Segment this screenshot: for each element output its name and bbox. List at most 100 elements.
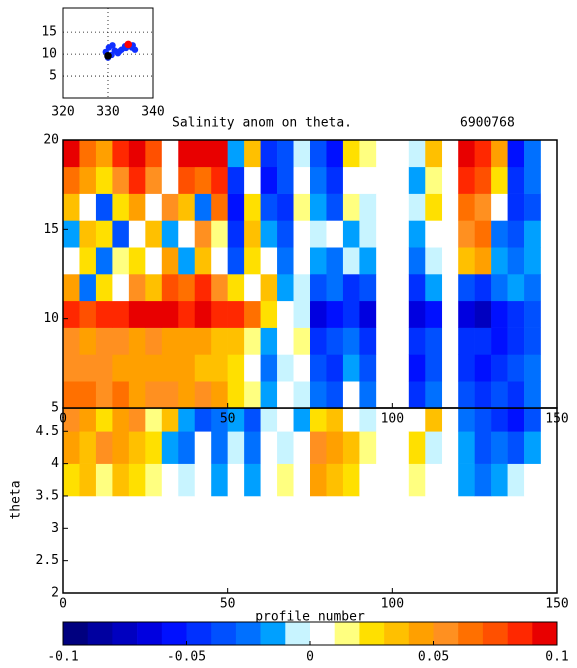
cell xyxy=(524,381,541,408)
cell xyxy=(244,463,261,497)
cell xyxy=(79,274,97,302)
cell xyxy=(145,327,163,355)
cell xyxy=(211,274,228,302)
cell xyxy=(293,463,311,497)
cell xyxy=(408,408,426,432)
colorbar-cell xyxy=(507,622,533,645)
cell xyxy=(260,220,278,248)
cell xyxy=(293,327,311,355)
cell xyxy=(507,354,525,382)
cell xyxy=(112,140,130,168)
cell xyxy=(425,463,443,497)
y-tick-label: 2 xyxy=(51,586,59,601)
cell xyxy=(277,300,294,328)
cell xyxy=(211,327,228,355)
cell xyxy=(458,381,475,408)
cell xyxy=(359,431,377,464)
cell xyxy=(293,431,311,464)
cell xyxy=(491,140,508,168)
cell xyxy=(342,327,360,355)
cell xyxy=(342,140,360,168)
x-tick-label: 50 xyxy=(220,597,236,612)
cell xyxy=(326,354,344,382)
colorbar-cell xyxy=(482,622,508,645)
cell xyxy=(524,300,541,328)
cell xyxy=(260,463,278,497)
cell xyxy=(260,274,278,302)
cell xyxy=(161,247,179,275)
cell xyxy=(277,327,294,355)
cell xyxy=(178,193,196,221)
cell xyxy=(112,463,130,497)
cell xyxy=(63,220,80,248)
cell xyxy=(260,431,278,464)
cell xyxy=(79,140,97,168)
cell xyxy=(359,220,377,248)
cell xyxy=(474,193,492,221)
cell xyxy=(227,166,245,194)
cell xyxy=(326,381,344,408)
cell xyxy=(507,166,525,194)
colorbar-cell xyxy=(310,622,335,645)
x-tick-label: 0 xyxy=(59,412,67,427)
cell xyxy=(79,300,97,328)
cell xyxy=(95,408,113,432)
cell xyxy=(293,193,311,221)
cell xyxy=(79,220,97,248)
axes-frame xyxy=(62,139,558,409)
cell xyxy=(277,381,294,408)
cell xyxy=(161,431,179,464)
x-tick-label: 100 xyxy=(381,412,404,427)
cell xyxy=(112,166,130,194)
cell xyxy=(194,381,212,408)
cell xyxy=(326,220,344,248)
cell xyxy=(408,300,426,328)
field xyxy=(63,140,541,408)
cell xyxy=(178,463,196,497)
cell xyxy=(524,140,541,168)
cell xyxy=(244,408,261,432)
cell xyxy=(244,381,261,408)
cell xyxy=(178,354,196,382)
x-tick-label: 100 xyxy=(381,597,404,612)
cell xyxy=(145,354,163,382)
cell xyxy=(211,381,228,408)
cell xyxy=(342,300,360,328)
cell xyxy=(507,381,525,408)
cell xyxy=(161,354,179,382)
cell xyxy=(507,220,525,248)
cell xyxy=(458,327,475,355)
cell xyxy=(408,193,426,221)
cell xyxy=(408,354,426,382)
cell xyxy=(310,381,327,408)
cell xyxy=(342,166,360,194)
cell xyxy=(342,431,360,464)
cell xyxy=(359,300,377,328)
colorbar-cell xyxy=(334,622,360,645)
cell xyxy=(178,431,196,464)
colorbar-cell xyxy=(63,622,88,645)
cell xyxy=(161,327,179,355)
cell xyxy=(310,300,327,328)
cell xyxy=(227,300,245,328)
y-tick-label: 3.5 xyxy=(36,488,59,503)
cell xyxy=(359,381,377,408)
y-tick-label: 2.5 xyxy=(36,553,59,568)
cell xyxy=(408,381,426,408)
colorbar-cell xyxy=(384,622,410,645)
colorbar-cell xyxy=(161,622,187,645)
cell xyxy=(524,166,541,194)
cell xyxy=(458,247,475,275)
cell xyxy=(359,408,377,432)
cell xyxy=(277,463,294,497)
cell xyxy=(112,247,130,275)
cell xyxy=(128,140,146,168)
cell xyxy=(145,431,163,464)
cell xyxy=(425,247,443,275)
cell xyxy=(458,431,475,464)
point xyxy=(104,52,112,60)
cell xyxy=(178,220,196,248)
cell xyxy=(128,354,146,382)
cell xyxy=(244,166,261,194)
cell xyxy=(79,354,97,382)
